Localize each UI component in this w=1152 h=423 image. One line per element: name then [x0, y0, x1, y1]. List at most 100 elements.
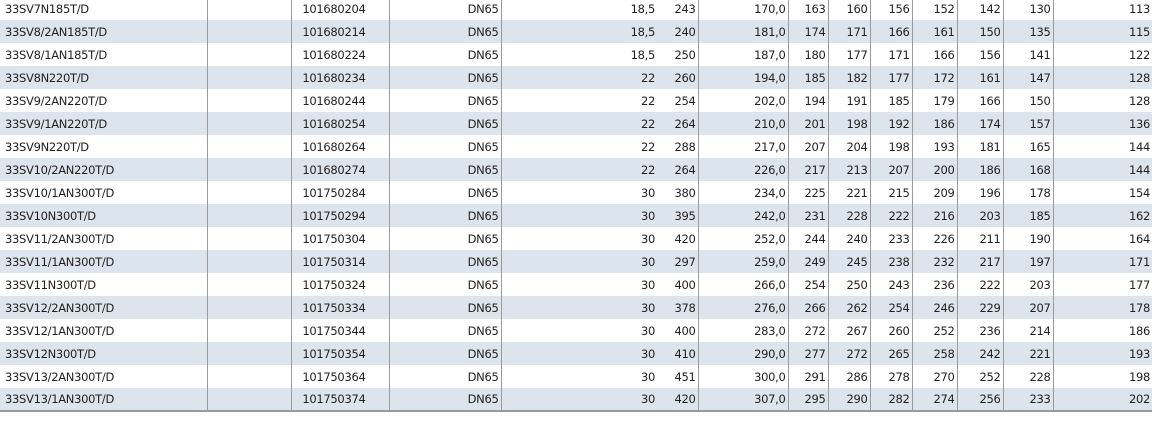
- table-row: 33SV10/2AN220T/D 101680274 DN65 22 264 226,0 2…: [0, 158, 1152, 181]
- head-cell: 161: [956, 66, 1003, 89]
- power-cell: 30: [500, 342, 657, 365]
- head-cell: 245: [827, 250, 870, 273]
- head-cell: 291: [787, 365, 828, 388]
- connection-cell: DN65: [388, 365, 501, 388]
- head-cell: 168: [1002, 158, 1053, 181]
- table-row: 33SV9/1AN220T/D 101680254 DN65 22 264 210,0 20…: [0, 112, 1152, 135]
- head-cell: 252: [911, 319, 957, 342]
- code-cell: 101750314: [290, 250, 389, 273]
- power-cell: 30: [500, 296, 657, 319]
- head-cell: 217,0: [697, 135, 788, 158]
- blank-cell: [206, 43, 291, 66]
- blank-cell: [206, 227, 291, 250]
- current-cell: 420: [674, 231, 696, 246]
- head-cell: 164: [1052, 227, 1152, 250]
- head-cell: 172: [911, 66, 957, 89]
- head-cell: 160: [827, 0, 870, 20]
- head-cell: 207: [869, 158, 912, 181]
- table-row: 33SV10N300T/D 101750294 DN65 30 395 242,0 231 2…: [0, 204, 1152, 227]
- head-cell: 156: [956, 43, 1003, 66]
- table-row: 33SV10/1AN300T/D 101750284 DN65 30 380 234,0 2…: [0, 181, 1152, 204]
- head-cell: 191: [827, 89, 870, 112]
- head-cell: 234,0: [697, 181, 788, 204]
- model-cell: 33SV11/2AN300T/D: [5, 231, 114, 246]
- power-cell: 18,5: [500, 0, 657, 20]
- head-cell: 233: [1002, 388, 1053, 412]
- table-row: 33SV12/2AN300T/D 101750334 DN65 30 378 276,0 2…: [0, 296, 1152, 319]
- head-cell: 128: [1052, 66, 1152, 89]
- head-cell: 258: [911, 342, 957, 365]
- blank-cell: [206, 89, 291, 112]
- blank-cell: [206, 112, 291, 135]
- code-cell: 101680244: [290, 89, 389, 112]
- head-cell: 141: [1002, 43, 1053, 66]
- head-cell: 221: [1002, 342, 1053, 365]
- head-cell: 290: [827, 388, 870, 412]
- head-cell: 216: [911, 204, 957, 227]
- table-row: 33SV11N300T/D 101750324 DN65 30 400 266,0 254 2…: [0, 273, 1152, 296]
- head-cell: 249: [787, 250, 828, 273]
- head-cell: 242,0: [697, 204, 788, 227]
- model-cell: 33SV11N300T/D: [5, 277, 96, 292]
- current-cell: 250: [674, 47, 696, 62]
- connection-cell: DN65: [388, 296, 501, 319]
- head-cell: 300,0: [697, 365, 788, 388]
- blank-cell: [206, 135, 291, 158]
- code-cell: 101680204: [290, 0, 389, 20]
- head-cell: 135: [1002, 20, 1053, 43]
- head-cell: 144: [1052, 158, 1152, 181]
- model-cell: 33SV8/1AN185T/D: [5, 47, 107, 62]
- head-cell: 182: [827, 66, 870, 89]
- head-cell: 122: [1052, 43, 1152, 66]
- head-cell: 242: [956, 342, 1003, 365]
- head-cell: 295: [787, 388, 828, 412]
- head-cell: 252: [956, 365, 1003, 388]
- head-cell: 179: [911, 89, 957, 112]
- table-row: 33SV11/2AN300T/D 101750304 DN65 30 420 252,0 2…: [0, 227, 1152, 250]
- head-cell: 256: [956, 388, 1003, 412]
- head-cell: 144: [1052, 135, 1152, 158]
- current-cell: 240: [657, 20, 698, 43]
- code-cell: 101680234: [290, 66, 389, 89]
- head-cell: 171: [869, 43, 912, 66]
- power-cell: 18,5: [500, 43, 657, 66]
- head-cell: 136: [1052, 112, 1152, 135]
- head-cell: 236: [956, 319, 1003, 342]
- head-cell: 180: [787, 43, 828, 66]
- blank-cell: [206, 365, 291, 388]
- connection-cell: DN65: [388, 227, 501, 250]
- current-cell: 400: [674, 277, 696, 292]
- head-cell: 272: [787, 319, 828, 342]
- power-cell: 30: [500, 388, 657, 412]
- head-cell: 213: [827, 158, 870, 181]
- head-cell: 194: [787, 89, 828, 112]
- head-cell: 226,0: [697, 158, 788, 181]
- head-cell: 190: [1002, 227, 1053, 250]
- head-cell: 113: [1052, 0, 1152, 20]
- head-cell: 197: [1002, 250, 1053, 273]
- table-row: 33SV9/2AN220T/D 101680244 DN65 22 254 202,0 19…: [0, 89, 1152, 112]
- head-cell: 185: [1002, 204, 1053, 227]
- blank-cell: [206, 342, 291, 365]
- connection-cell: DN65: [388, 89, 501, 112]
- table-row: 33SV11/1AN300T/D 101750314 DN65 30 297 259,0 2…: [0, 250, 1152, 273]
- head-cell: 154: [1052, 181, 1152, 204]
- head-cell: 115: [1052, 20, 1152, 43]
- head-cell: 187,0: [697, 43, 788, 66]
- model-cell: 33SV9N220T/D: [5, 139, 89, 154]
- head-cell: 177: [1052, 273, 1152, 296]
- head-cell: 211: [956, 227, 1003, 250]
- connection-cell: DN65: [388, 43, 501, 66]
- head-cell: 221: [827, 181, 870, 204]
- head-cell: 157: [1002, 112, 1053, 135]
- model-cell: 33SV12/1AN300T/D: [5, 323, 114, 338]
- model-cell: 33SV11/1AN300T/D: [0, 250, 207, 273]
- head-cell: 286: [827, 365, 870, 388]
- current-cell: 297: [657, 250, 698, 273]
- connection-cell: DN65: [388, 342, 501, 365]
- head-cell: 198: [1052, 365, 1152, 388]
- table-row: 33SV12N300T/D 101750354 DN65 30 410 290,0 277 2…: [0, 342, 1152, 365]
- head-cell: 225: [787, 181, 828, 204]
- head-cell: 214: [1002, 319, 1053, 342]
- connection-cell: DN65: [388, 319, 501, 342]
